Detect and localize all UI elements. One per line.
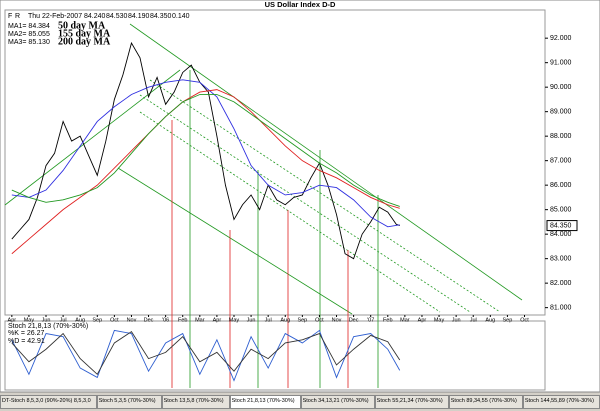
tab[interactable]: Stoch 13,5,8 (70%-30%)	[161, 395, 230, 409]
quote-date: Thu 22-Feb-2007	[28, 13, 82, 20]
x-tick-label: Mar	[400, 317, 410, 323]
y-tick-label: 88.000	[550, 133, 572, 140]
x-tick-label: Oct	[315, 317, 324, 323]
x-tick-label: Aug	[485, 317, 495, 323]
legend-name: 50 day MA	[58, 20, 106, 31]
x-tick-label: Mar	[195, 317, 205, 323]
legend-tag: MA2= 85.055	[8, 31, 50, 38]
x-tick-label: Jun	[452, 317, 461, 323]
tab[interactable]: Stoch 34,13,21 (70%-30%)	[300, 395, 375, 409]
x-tick-label: Feb	[178, 317, 187, 323]
tab[interactable]: Stoch 144,55,89 (70%-30%)	[522, 395, 600, 409]
last-price-box	[546, 220, 578, 232]
x-tick-label: Apr	[213, 317, 222, 323]
series-line	[11, 89, 400, 255]
x-tick-label: Jul	[60, 317, 67, 323]
x-tick-label: Jun	[42, 317, 51, 323]
x-tick-label: '07	[367, 317, 374, 323]
x-tick-label: Aug	[280, 317, 290, 323]
x-tick-label: Apr	[8, 317, 17, 323]
legend-tag: MA1= 84.384	[8, 23, 50, 30]
stoch-title: Stoch 21,8,13 (70%-30%)	[8, 323, 88, 330]
y-tick-label: 83.000	[550, 255, 572, 262]
x-tick-label: Nov	[127, 317, 137, 323]
x-tick-label: May	[229, 317, 240, 323]
legend-name: 155 day MA	[58, 28, 111, 39]
drawings	[4, 23, 523, 388]
tab[interactable]: Stoch 55,21,34 (70%-30%)	[374, 395, 449, 409]
tab-bar: DT-Stoch 8,5,3,0 (90%-20%) 8,5,3,0 Stoch …	[0, 395, 600, 409]
quote-close: 84.350	[150, 13, 172, 20]
series-line	[11, 79, 400, 228]
x-tick-label: Jun	[247, 317, 256, 323]
x-tick-label: Jul	[265, 317, 272, 323]
x-tick-label: Nov	[332, 317, 342, 323]
stoch-panel	[4, 320, 546, 391]
x-tick-label: Feb	[383, 317, 392, 323]
tab[interactable]: Stoch 21,8,13 (70%-30%)	[229, 395, 301, 409]
y-tick-label: 82.000	[550, 280, 572, 287]
tab[interactable]: Stoch 5,3,5 (70%-30%)	[96, 395, 162, 409]
y-tick-label: 90.000	[550, 84, 572, 91]
last-price-label: 84.350	[550, 222, 572, 229]
y-tick-label: 86.000	[550, 182, 572, 189]
x-tick-label: May	[434, 317, 445, 323]
tab[interactable]: DT-Stoch 8,5,3,0 (90%-20%) 8,5,3,0	[0, 395, 97, 409]
y-tick-label: 87.000	[550, 158, 572, 165]
chart: US Dollar Index D-D F R Thu 22-Feb-2007 …	[0, 0, 600, 393]
quote-low: 84.190	[128, 13, 150, 20]
chart-title: US Dollar Index D-D	[265, 0, 336, 9]
y-tick-label: 92.000	[550, 35, 572, 42]
x-tick-label: Sep	[297, 317, 307, 323]
x-tick-label: Jul	[470, 317, 477, 323]
x-tick-label: Oct	[520, 317, 529, 323]
toolbar-button[interactable]: F	[8, 13, 12, 20]
y-tick-label: 91.000	[550, 60, 572, 67]
legend-tag: %K = 26.27	[8, 330, 44, 337]
x-tick-label: Sep	[503, 317, 513, 323]
tab[interactable]: Stoch 89,34,55 (70%-30%)	[448, 395, 523, 409]
legend-name: 200 day MA	[58, 36, 111, 47]
y-tick-label: 81.000	[550, 304, 572, 311]
x-tick-label: Dec	[349, 317, 359, 323]
x-tick-label: Sep	[92, 317, 102, 323]
x-tick-label: Aug	[75, 317, 85, 323]
price-line	[11, 41, 400, 260]
legend-tag: MA3= 85.130	[8, 39, 50, 46]
x-tick-label: Oct	[110, 317, 119, 323]
y-tick-label: 84.000	[550, 231, 572, 238]
x-tick-label: Apr	[418, 317, 427, 323]
x-tick-label: '06	[162, 317, 169, 323]
y-tick-label: 89.000	[550, 109, 572, 116]
quote-open: 84.240	[84, 13, 106, 20]
x-tick-label: Dec	[144, 317, 154, 323]
quote-change: 0.140	[172, 13, 190, 20]
quote-high: 84.530	[106, 13, 128, 20]
series-line	[11, 331, 401, 376]
toolbar-button[interactable]: R	[15, 13, 20, 20]
series-line	[11, 94, 400, 207]
x-tick-label: May	[24, 317, 35, 323]
y-tick-label: 85.000	[550, 207, 572, 214]
legend-tag: %D = 42.91	[8, 338, 45, 345]
